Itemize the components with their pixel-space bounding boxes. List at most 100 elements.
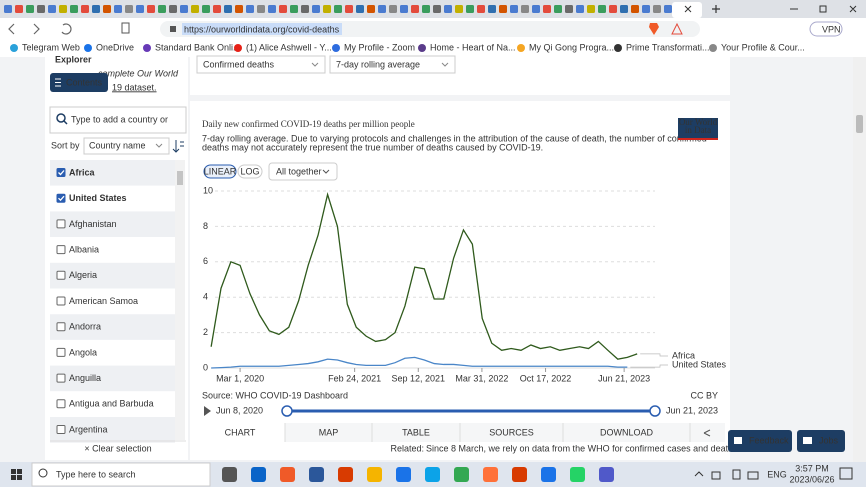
tab-icon[interactable] bbox=[147, 5, 155, 13]
country-checkbox[interactable] bbox=[56, 322, 66, 332]
search-box[interactable] bbox=[49, 106, 187, 134]
interval-select[interactable] bbox=[329, 55, 456, 74]
tab-icon[interactable] bbox=[180, 5, 188, 13]
tab-icon[interactable] bbox=[334, 5, 342, 13]
bookmark[interactable]: (1) Alice Ashwell - Y... bbox=[246, 42, 332, 52]
notification-icon[interactable] bbox=[839, 467, 853, 480]
tab-icon[interactable] bbox=[653, 5, 661, 13]
taskbar-app[interactable] bbox=[599, 467, 614, 482]
bookmark[interactable]: OneDrive bbox=[96, 42, 134, 52]
scale-toggle[interactable] bbox=[237, 164, 263, 179]
tab-icon[interactable] bbox=[268, 5, 276, 13]
feedback-button[interactable] bbox=[728, 430, 792, 452]
country-name[interactable]: Andorra bbox=[69, 322, 101, 332]
feedback-label[interactable]: Feedback bbox=[749, 435, 789, 445]
jobs-label[interactable]: Jobs bbox=[819, 435, 839, 445]
tab-icon[interactable] bbox=[367, 5, 375, 13]
taskbar-search-text[interactable]: Type here to search bbox=[56, 469, 136, 479]
tab-icon[interactable] bbox=[224, 5, 232, 13]
tab-icon[interactable] bbox=[598, 5, 606, 13]
tab-icon[interactable] bbox=[114, 5, 122, 13]
tab-icon[interactable] bbox=[455, 5, 463, 13]
tab-icon[interactable] bbox=[312, 5, 320, 13]
bookmark[interactable]: My Qi Gong Progra... bbox=[529, 42, 614, 52]
tab-icon[interactable] bbox=[279, 5, 287, 13]
tab-icon[interactable] bbox=[521, 5, 529, 13]
metric-value[interactable]: Confirmed deaths bbox=[203, 59, 275, 69]
timeline-handle[interactable] bbox=[281, 405, 293, 417]
country-checkbox[interactable] bbox=[56, 193, 66, 203]
taskbar-app[interactable] bbox=[425, 467, 440, 482]
tab-icon[interactable] bbox=[323, 5, 331, 13]
country-name[interactable]: Algeria bbox=[69, 270, 97, 280]
tab-icon[interactable] bbox=[554, 5, 562, 13]
vpn-label[interactable]: VPN bbox=[822, 24, 841, 34]
chart-tab[interactable]: TABLE bbox=[402, 427, 430, 437]
tab-icon[interactable] bbox=[235, 5, 243, 13]
tab-icon[interactable] bbox=[202, 5, 210, 13]
new-tab[interactable] bbox=[712, 5, 720, 13]
grouping-select[interactable] bbox=[268, 162, 338, 181]
tab-icon[interactable] bbox=[400, 5, 408, 13]
taskbar-app[interactable] bbox=[483, 467, 498, 482]
bookmark[interactable]: Standard Bank Onli... bbox=[155, 42, 241, 52]
nav-buttons[interactable] bbox=[8, 23, 72, 35]
tab-icon[interactable] bbox=[389, 5, 397, 13]
taskbar-app[interactable] bbox=[338, 467, 353, 482]
tab-icon[interactable] bbox=[444, 5, 452, 13]
country-checkbox[interactable] bbox=[56, 425, 66, 434]
country-checkbox[interactable] bbox=[56, 373, 66, 383]
scale-toggle-label[interactable]: LINEAR bbox=[204, 166, 237, 176]
taskbar-app[interactable] bbox=[222, 467, 237, 482]
country-row[interactable] bbox=[50, 160, 175, 186]
country-name[interactable]: Anguilla bbox=[69, 373, 101, 383]
tab-icon[interactable] bbox=[356, 5, 364, 13]
play-button[interactable] bbox=[204, 406, 211, 416]
chart-tab[interactable]: CHART bbox=[225, 427, 256, 437]
country-name[interactable]: United States bbox=[69, 193, 127, 203]
tab-icon[interactable] bbox=[411, 5, 419, 13]
bookmark[interactable]: Telegram Web bbox=[22, 42, 80, 52]
country-checkbox[interactable] bbox=[56, 168, 66, 177]
taskbar-app[interactable] bbox=[396, 467, 411, 482]
tab-icon[interactable] bbox=[620, 5, 628, 13]
tab-icon[interactable] bbox=[433, 5, 441, 13]
grouping-value[interactable]: All together bbox=[276, 166, 322, 176]
tab-icon[interactable] bbox=[15, 5, 23, 13]
chart-tab[interactable]: MAP bbox=[319, 427, 339, 437]
country-row[interactable] bbox=[50, 237, 175, 263]
start-button[interactable] bbox=[11, 469, 22, 480]
country-name[interactable]: Argentina bbox=[69, 424, 108, 434]
tab-icon[interactable] bbox=[48, 5, 56, 13]
tab-icon[interactable] bbox=[70, 5, 78, 13]
tab-icon[interactable] bbox=[169, 5, 177, 13]
country-checkbox[interactable] bbox=[56, 399, 66, 409]
timeline-handle[interactable] bbox=[649, 405, 661, 417]
tab-icon[interactable] bbox=[565, 5, 573, 13]
country-row[interactable] bbox=[50, 417, 175, 443]
country-checkbox[interactable] bbox=[56, 270, 66, 280]
tab-icon[interactable] bbox=[543, 5, 551, 13]
tab-icon[interactable] bbox=[576, 5, 584, 13]
taskbar-app[interactable] bbox=[367, 467, 382, 482]
country-checkbox[interactable] bbox=[56, 296, 66, 306]
tab-icon[interactable] bbox=[510, 5, 518, 13]
tab-icon[interactable] bbox=[26, 5, 34, 13]
bookmark[interactable]: Home - Heart of Na... bbox=[430, 42, 516, 52]
tab-icon[interactable] bbox=[378, 5, 386, 13]
tab-icon[interactable] bbox=[664, 5, 672, 13]
scale-toggle-label[interactable]: LOG bbox=[240, 166, 259, 176]
tab-icon[interactable] bbox=[213, 5, 221, 13]
country-checkbox[interactable] bbox=[56, 347, 66, 357]
sort-direction[interactable] bbox=[172, 140, 184, 153]
country-row[interactable] bbox=[50, 262, 175, 289]
tab-icon[interactable] bbox=[532, 5, 540, 13]
url[interactable]: https://ourworldindata.org/covid-deaths bbox=[184, 24, 340, 34]
country-name[interactable]: Antigua and Barbuda bbox=[69, 399, 154, 409]
bookmark-icon[interactable] bbox=[121, 22, 130, 34]
tab-icon[interactable] bbox=[609, 5, 617, 13]
country-row[interactable] bbox=[50, 314, 175, 340]
clear-selection[interactable]: × Clear selection bbox=[84, 443, 151, 453]
tab-icon[interactable] bbox=[191, 5, 199, 13]
country-name[interactable]: Angola bbox=[69, 347, 97, 357]
